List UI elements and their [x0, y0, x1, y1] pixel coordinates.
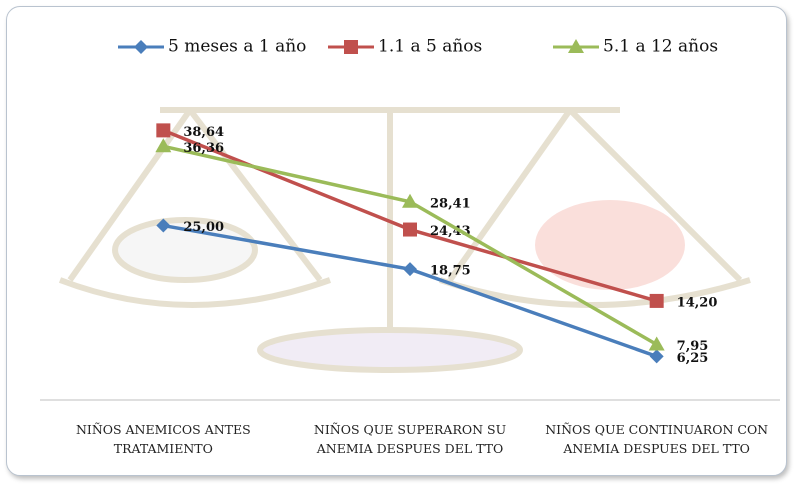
x-tick-label: NIÑOS ANEMICOS ANTES TRATAMIENTO	[75, 422, 251, 456]
data-label: 18,75	[430, 264, 471, 279]
marker	[649, 293, 664, 308]
x-tick-label: NIÑOS QUE SUPERARON SU ANEMIA DESPUES DE…	[313, 422, 507, 456]
marker	[403, 262, 417, 277]
marker	[344, 40, 358, 54]
marker	[402, 193, 418, 208]
data-label: 25,00	[183, 220, 224, 235]
data-label: 14,20	[677, 295, 718, 310]
data-label: 38,64	[183, 125, 224, 140]
x-tick-label: NIÑOS QUE CONTINUARON CON ANEMIA DESPUES…	[545, 422, 769, 456]
marker	[156, 218, 171, 233]
data-label: 24,43	[430, 224, 471, 239]
data-label: 36,36	[183, 141, 224, 156]
legend-label: 5.1 a 12 años	[603, 37, 718, 57]
marker	[156, 123, 171, 138]
marker	[134, 40, 148, 54]
legend-label: 5 meses a 1 año	[168, 37, 306, 57]
chart-frame	[6, 6, 787, 476]
background-scale	[58, 107, 751, 373]
data-label: 7,95	[677, 339, 709, 354]
legend-label: 1.1 a 5 años	[378, 37, 482, 57]
data-label: 28,41	[430, 196, 471, 211]
data-label: 6,25	[677, 351, 709, 366]
marker	[403, 222, 417, 237]
marker	[648, 336, 665, 351]
marker	[155, 138, 172, 153]
marker	[649, 349, 664, 364]
marker	[568, 39, 584, 53]
